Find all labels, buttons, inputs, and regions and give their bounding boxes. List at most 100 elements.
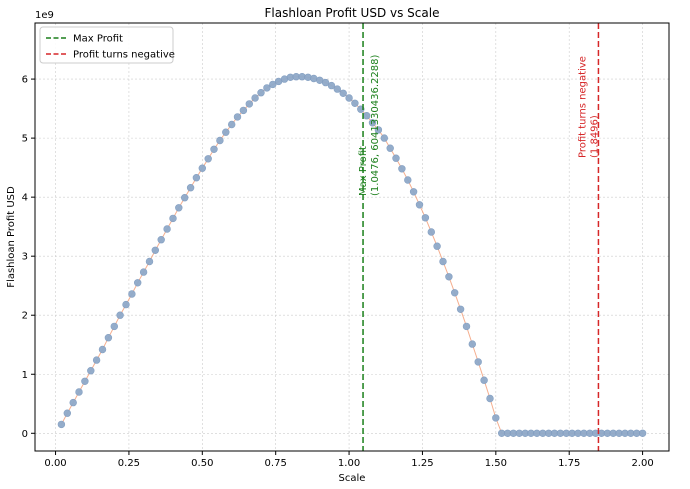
data-point xyxy=(474,358,482,366)
y-tick-label: 0 xyxy=(22,429,28,440)
annotation-line: Max Profit xyxy=(358,146,369,196)
legend-label: Profit turns negative xyxy=(73,50,175,61)
data-point xyxy=(345,94,353,102)
y-tick-label: 6 xyxy=(22,75,28,86)
data-point xyxy=(139,268,148,276)
data-point xyxy=(462,322,471,331)
data-point xyxy=(374,126,383,134)
data-point xyxy=(445,273,453,281)
data-point xyxy=(398,165,406,173)
data-point xyxy=(404,176,412,184)
data-point xyxy=(228,120,236,129)
data-point xyxy=(386,144,394,152)
data-point xyxy=(87,367,95,375)
data-point xyxy=(427,228,435,236)
data-point xyxy=(75,388,83,396)
plot-frame xyxy=(34,22,670,452)
data-point xyxy=(269,80,277,89)
x-tick-label: 1.00 xyxy=(338,458,360,469)
data-point xyxy=(257,88,265,97)
data-point xyxy=(98,345,107,354)
data-point xyxy=(175,204,183,212)
data-point xyxy=(69,398,77,407)
data-point xyxy=(433,242,441,250)
data-point xyxy=(421,214,430,222)
data-point xyxy=(169,214,177,223)
data-point xyxy=(122,300,130,309)
y-axis-multiplier: 1e9 xyxy=(35,10,54,21)
annotation-line: (1.0476, 6041330436.2288) xyxy=(370,55,381,197)
x-tick-label: 0.00 xyxy=(44,458,66,469)
data-point xyxy=(163,225,171,233)
x-tick-label: 1.75 xyxy=(558,458,580,469)
data-point xyxy=(638,429,647,437)
x-tick-label: 1.50 xyxy=(485,458,507,469)
legend: Max Profit Profit turns negative xyxy=(39,26,175,64)
x-tick-label: 0.50 xyxy=(191,458,213,469)
data-point xyxy=(486,394,494,403)
data-point xyxy=(81,377,89,385)
data-point xyxy=(368,119,377,127)
series-layer xyxy=(57,72,647,437)
chart-title: Flashloan Profit USD vs Scale xyxy=(265,6,440,20)
data-point xyxy=(157,236,165,244)
data-point xyxy=(134,279,142,287)
reference-lines: Max Profit(1.0476, 6041330436.2288) Profi… xyxy=(358,23,600,451)
data-point xyxy=(339,89,347,98)
data-point xyxy=(63,409,72,417)
data-point xyxy=(181,194,189,202)
data-point xyxy=(333,85,341,93)
data-point xyxy=(480,376,488,384)
y-tick-label: 4 xyxy=(22,193,28,204)
data-point xyxy=(392,154,400,162)
x-tick-label: 0.25 xyxy=(118,458,140,469)
data-point xyxy=(204,155,212,163)
data-point xyxy=(439,257,447,266)
data-point xyxy=(409,188,418,196)
data-point xyxy=(57,420,66,429)
max-profit-annotation: Max Profit(1.0476, 6041330436.2288) xyxy=(358,55,381,197)
data-point xyxy=(239,106,248,115)
x-axis-label: Scale xyxy=(339,473,366,484)
x-tick-label: 2.00 xyxy=(631,458,653,469)
y-tick-label: 2 xyxy=(22,311,28,322)
data-point xyxy=(492,414,500,422)
x-tick-label: 0.75 xyxy=(265,458,287,469)
data-point xyxy=(151,246,160,255)
legend-box xyxy=(39,26,174,64)
data-point xyxy=(380,134,388,142)
y-tick-label: 3 xyxy=(22,252,28,263)
y-tick-label: 1 xyxy=(22,370,28,381)
grid xyxy=(35,23,669,451)
data-point xyxy=(321,78,330,87)
data-point xyxy=(351,99,359,108)
data-point xyxy=(110,322,119,331)
data-point xyxy=(145,257,154,266)
legend-label: Max Profit xyxy=(73,34,123,45)
data-point xyxy=(456,305,465,313)
x-tick-label: 1.25 xyxy=(411,458,433,469)
data-point xyxy=(451,289,459,297)
annotation-line: Profit turns negative xyxy=(577,56,588,158)
data-point xyxy=(245,100,254,108)
data-point xyxy=(251,94,259,102)
data-point xyxy=(216,136,224,145)
y-axis-ticks: 0 1 2 3 4 5 6 xyxy=(22,75,35,440)
data-point xyxy=(210,145,218,154)
x-axis-ticks: 0.00 0.25 0.50 0.75 1.00 1.25 1.50 1.75 2.00 xyxy=(44,451,654,469)
data-point xyxy=(192,174,201,182)
y-tick-label: 5 xyxy=(22,134,28,145)
y-axis-label: Flashloan Profit USD xyxy=(6,186,17,288)
annotation-line: (1.8496) xyxy=(589,115,600,158)
data-point xyxy=(128,290,136,298)
profit-negative-annotation: Profit turns negative(1.8496) xyxy=(577,56,600,158)
data-point xyxy=(415,201,424,209)
data-point xyxy=(222,128,230,136)
data-point xyxy=(327,81,336,90)
data-point xyxy=(92,356,101,364)
data-point xyxy=(198,164,207,172)
data-point xyxy=(263,84,271,92)
data-point xyxy=(468,340,476,348)
